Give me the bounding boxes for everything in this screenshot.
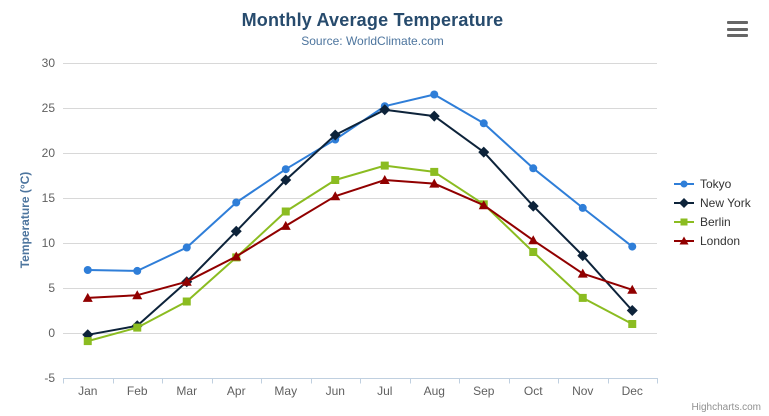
legend-item-london[interactable]: London (673, 232, 751, 249)
data-point-tokyo[interactable] (578, 203, 587, 212)
legend-label: Tokyo (700, 176, 732, 191)
data-point-tokyo[interactable] (479, 119, 488, 128)
data-point-new-york[interactable] (379, 104, 391, 116)
data-point-new-york[interactable] (230, 225, 242, 237)
legend-item-tokyo[interactable]: Tokyo (673, 175, 751, 192)
data-point-london[interactable] (231, 251, 242, 261)
data-point-berlin[interactable] (133, 323, 142, 332)
data-point-new-york[interactable] (527, 200, 539, 212)
series-tokyo (83, 90, 637, 275)
data-point-london[interactable] (429, 178, 440, 188)
data-point-london[interactable] (132, 290, 143, 300)
x-axis-label: Jan (78, 384, 97, 398)
gridlines (63, 63, 657, 379)
hamburger-icon (727, 27, 748, 31)
data-point-tokyo[interactable] (628, 242, 637, 251)
legend-triangle-icon (674, 236, 694, 244)
y-axis-label: 30 (42, 56, 56, 70)
x-axis-label: Dec (622, 384, 643, 398)
data-point-new-york[interactable] (577, 250, 589, 262)
y-axis-label: -5 (44, 371, 55, 385)
data-point-tokyo[interactable] (83, 266, 92, 274)
data-point-london[interactable] (627, 284, 638, 294)
data-point-london[interactable] (379, 175, 390, 184)
x-axis-label: Sep (473, 384, 495, 398)
data-point-new-york[interactable] (478, 146, 490, 158)
data-point-berlin[interactable] (331, 176, 340, 184)
credits-link[interactable]: Highcharts.com (691, 402, 761, 413)
hamburger-icon (727, 21, 748, 24)
data-point-berlin[interactable] (578, 293, 587, 302)
legend-marker (680, 180, 688, 187)
series-line-new-york (86, 108, 634, 336)
data-point-tokyo[interactable] (430, 90, 439, 99)
data-point-tokyo[interactable] (529, 164, 538, 173)
data-point-london[interactable] (330, 191, 341, 201)
context-menu-button[interactable] (725, 19, 751, 39)
legend-diamond-icon (674, 197, 694, 208)
data-point-berlin[interactable] (380, 161, 389, 170)
x-axis-label: Feb (127, 384, 148, 398)
x-axis-label: Apr (227, 384, 246, 398)
chart-title: Monthly Average Temperature (241, 10, 504, 30)
data-point-tokyo[interactable] (182, 243, 191, 252)
legend-label: London (700, 233, 741, 248)
legend-marker (679, 197, 689, 208)
data-point-tokyo[interactable] (281, 165, 290, 174)
hamburger-icon (727, 34, 748, 37)
x-axis-label: Nov (572, 384, 593, 398)
chart-subtitle: Source: WorldClimate.com (301, 34, 444, 48)
data-point-berlin[interactable] (83, 337, 92, 346)
series-line-london (86, 179, 634, 299)
x-axis (63, 378, 658, 384)
legend-square-icon (674, 218, 694, 225)
data-point-tokyo[interactable] (232, 198, 241, 207)
legend-label: Berlin (700, 214, 731, 229)
y-axis-label: 5 (48, 281, 55, 295)
data-point-london[interactable] (577, 268, 588, 278)
y-axis-label: 20 (42, 146, 56, 160)
data-point-london[interactable] (478, 200, 489, 210)
y-axis-label: 10 (42, 236, 56, 250)
data-point-berlin[interactable] (628, 320, 637, 328)
legend-label: New York (700, 195, 751, 210)
y-axis-label: 15 (42, 191, 56, 205)
data-point-berlin[interactable] (182, 297, 191, 306)
x-axis-label: Jul (377, 384, 392, 398)
data-point-london[interactable] (528, 235, 539, 245)
series-london (82, 175, 638, 302)
data-point-berlin[interactable] (281, 207, 290, 216)
x-axis-label: May (274, 384, 297, 398)
legend-item-berlin[interactable]: Berlin (673, 213, 751, 230)
series-line-berlin (86, 164, 634, 343)
data-point-london[interactable] (280, 220, 291, 230)
y-axis-label: 0 (48, 326, 55, 340)
legend-marker (680, 218, 688, 225)
data-point-london[interactable] (181, 276, 192, 286)
data-point-new-york[interactable] (329, 129, 341, 141)
data-point-new-york[interactable] (626, 305, 638, 316)
data-point-new-york[interactable] (428, 110, 440, 122)
data-point-tokyo[interactable] (133, 266, 142, 275)
legend-circle-icon (674, 180, 694, 187)
x-axis-label: Aug (424, 384, 445, 398)
legend: Tokyo New York Berlin London (673, 175, 751, 249)
x-axis-label: Oct (524, 384, 543, 398)
x-axis-label: Mar (176, 384, 197, 398)
data-point-berlin[interactable] (529, 248, 538, 256)
y-axis-label: 25 (42, 101, 56, 115)
x-axis-label: Jun (326, 384, 345, 398)
series-new-york (82, 104, 638, 341)
legend-item-new-york[interactable]: New York (673, 194, 751, 211)
data-point-london[interactable] (82, 292, 93, 302)
data-point-new-york[interactable] (280, 174, 292, 186)
data-point-berlin[interactable] (430, 167, 439, 176)
series-line-tokyo (86, 93, 634, 272)
legend-marker (679, 236, 689, 244)
